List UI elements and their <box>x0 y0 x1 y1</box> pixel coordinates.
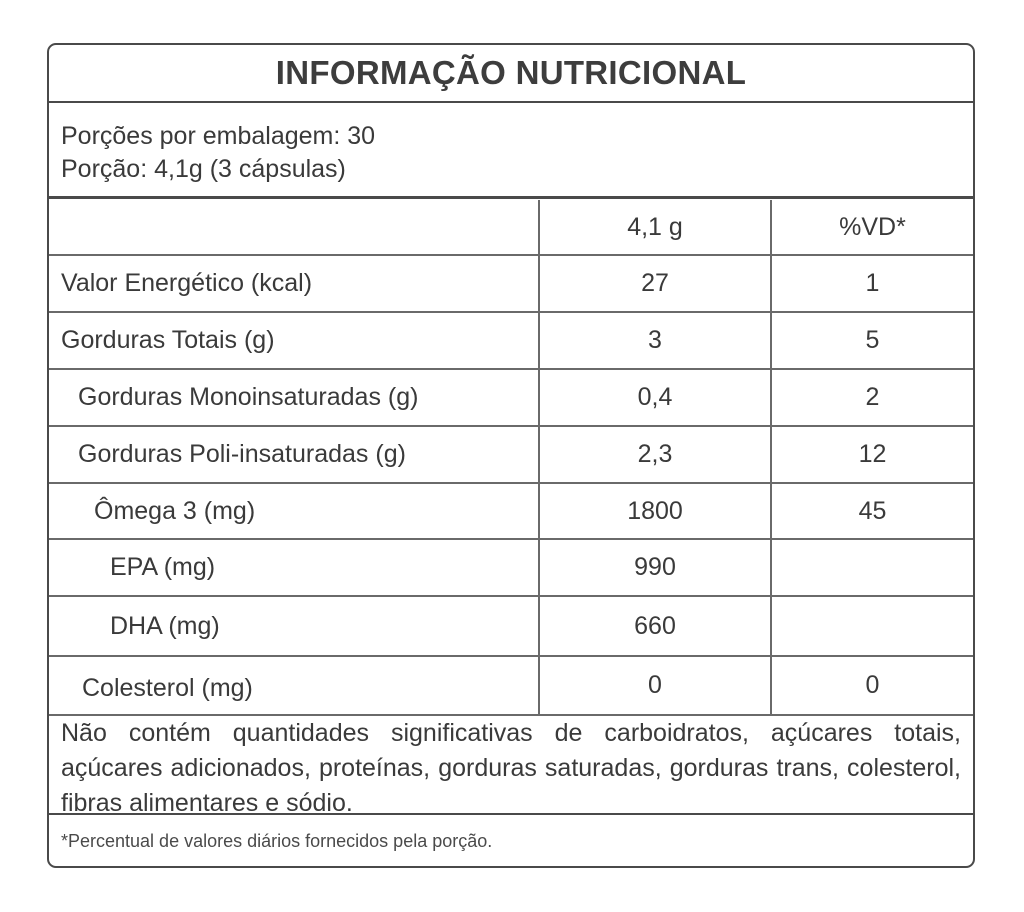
nutrition-table: 4,1 g %VD* Valor Energético (kcal) 27 1 … <box>49 200 973 716</box>
nutrient-amount: 3 <box>538 313 770 368</box>
serving-info: Porções por embalagem: 30 Porção: 4,1g (… <box>49 103 973 199</box>
nutrient-daily-value: 2 <box>770 370 973 425</box>
nutrient-daily-value: 0 <box>770 657 973 714</box>
header-amount-cell: 4,1 g <box>538 200 770 254</box>
nutrition-facts-panel: INFORMAÇÃO NUTRICIONAL Porções por embal… <box>47 43 975 868</box>
nutrient-amount: 0,4 <box>538 370 770 425</box>
nutrient-amount: 27 <box>538 256 770 311</box>
nutrient-amount: 1800 <box>538 484 770 538</box>
nutrient-label: Ômega 3 (mg) <box>94 496 256 525</box>
nutrient-daily-value <box>770 540 973 595</box>
table-row: DHA (mg) 660 <box>49 597 973 657</box>
nutrient-amount: 0 <box>538 657 770 714</box>
nutrient-amount: 990 <box>538 540 770 595</box>
nutrient-daily-value <box>770 597 973 655</box>
header-daily-value-cell: %VD* <box>770 200 973 254</box>
nutrient-amount: 2,3 <box>538 427 770 482</box>
nutrient-label: Gorduras Poli-insaturadas (g) <box>78 440 406 468</box>
nutrient-amount: 660 <box>538 597 770 655</box>
header-label-cell <box>49 200 550 254</box>
nutrient-label: Valor Energético (kcal) <box>61 269 313 297</box>
table-row: Valor Energético (kcal) 27 1 <box>49 256 973 313</box>
table-row: EPA (mg) 990 <box>49 540 973 597</box>
nutrient-label: Gorduras Monoinsaturadas (g) <box>78 383 419 411</box>
nutrient-daily-value: 45 <box>770 484 973 538</box>
nutrient-label: EPA (mg) <box>110 553 216 581</box>
table-row: Gorduras Totais (g) 3 5 <box>49 313 973 370</box>
table-row: Gorduras Monoinsaturadas (g) 0,4 2 <box>49 370 973 427</box>
nutrient-label: DHA (mg) <box>110 611 220 640</box>
serving-size: Porção: 4,1g (3 cápsulas) <box>61 155 346 183</box>
panel-title: INFORMAÇÃO NUTRICIONAL <box>49 45 973 103</box>
table-row: Ômega 3 (mg) 1800 45 <box>49 484 973 540</box>
nutrient-daily-value: 12 <box>770 427 973 482</box>
nutrient-daily-value: 5 <box>770 313 973 368</box>
nutrient-label: Colesterol (mg) <box>82 674 253 702</box>
nutrient-daily-value: 1 <box>770 256 973 311</box>
table-header-row: 4,1 g %VD* <box>49 200 973 256</box>
nutrient-label: Gorduras Totais (g) <box>61 326 275 354</box>
table-row: Colesterol (mg) 0 0 <box>49 657 973 716</box>
not-significant-note: Não contém quantidades significativas de… <box>49 714 973 817</box>
table-row: Gorduras Poli-insaturadas (g) 2,3 12 <box>49 427 973 484</box>
servings-per-package: Porções por embalagem: 30 <box>61 122 376 150</box>
daily-value-footnote: *Percentual de valores diários fornecido… <box>61 831 493 851</box>
